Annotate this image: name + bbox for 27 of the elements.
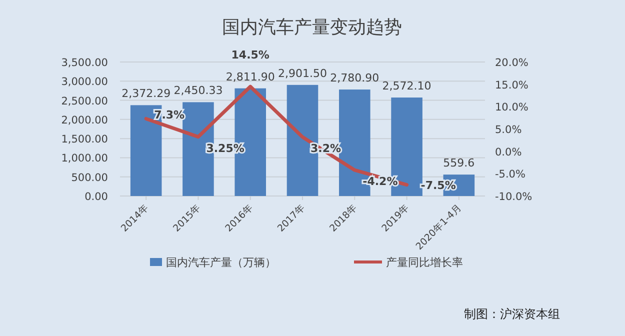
- y2-tick-label: -5.0%: [495, 168, 526, 181]
- y-tick-label: 2,000.00: [61, 114, 108, 126]
- data-label: 2,450.33: [174, 84, 223, 98]
- y-tick-label: 2,500.00: [61, 95, 108, 108]
- data-label: 2,901.50: [278, 66, 327, 80]
- y-tick-label: 0.00: [84, 191, 108, 203]
- y2-tick-label: -10.0%: [495, 191, 532, 203]
- data-label: 14.5%: [231, 48, 270, 62]
- data-label: 2,372.29: [122, 87, 171, 100]
- y-tick-label: 500.00: [71, 172, 108, 184]
- y-tick-label: 1,000.00: [61, 152, 108, 165]
- data-label: 2,780.90: [330, 72, 380, 85]
- data-label: 559.6: [443, 156, 475, 170]
- y2-tick-label: 15.0%: [495, 79, 528, 92]
- y2-tick-label: 5.0%: [495, 124, 522, 136]
- data-label: 2,811.90: [226, 70, 275, 84]
- y2-tick-label: 10.0%: [495, 102, 528, 114]
- y-tick-label: 1,500.00: [61, 134, 108, 146]
- y-tick-label: 3,000.00: [61, 76, 108, 88]
- y-tick-label: 3,500.00: [61, 57, 108, 69]
- y2-tick-label: 20.0%: [495, 57, 528, 69]
- y2-tick-label: 0.0%: [495, 146, 522, 158]
- legend-label: 国内汽车产量（万辆）: [166, 256, 276, 269]
- text: 制图：沪深资本组: [464, 307, 560, 321]
- data-label: 2,572.10: [382, 80, 432, 93]
- chart-title: 国内汽车产量变动趋势: [222, 17, 402, 38]
- legend-label: 产量同比增长率: [386, 256, 463, 269]
